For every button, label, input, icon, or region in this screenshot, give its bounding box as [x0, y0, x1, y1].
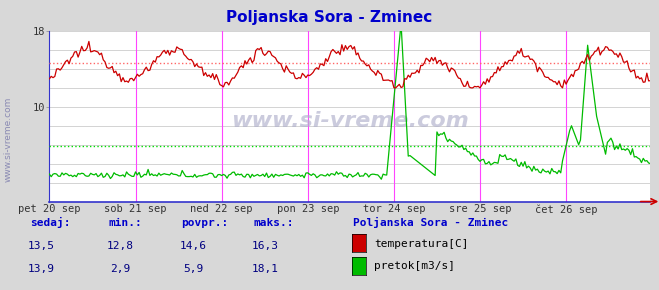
- Text: 16,3: 16,3: [252, 241, 279, 251]
- Text: 5,9: 5,9: [183, 264, 203, 274]
- Text: sedaj:: sedaj:: [30, 217, 70, 228]
- Text: www.si-vreme.com: www.si-vreme.com: [231, 111, 469, 131]
- Text: Poljanska Sora - Zminec: Poljanska Sora - Zminec: [227, 10, 432, 25]
- Text: pretok[m3/s]: pretok[m3/s]: [374, 261, 455, 271]
- Text: 2,9: 2,9: [111, 264, 130, 274]
- Text: 12,8: 12,8: [107, 241, 134, 251]
- Text: 14,6: 14,6: [180, 241, 206, 251]
- Text: www.si-vreme.com: www.si-vreme.com: [4, 97, 13, 182]
- Text: min.:: min.:: [109, 218, 142, 228]
- Text: 18,1: 18,1: [252, 264, 279, 274]
- Text: temperatura[C]: temperatura[C]: [374, 239, 469, 249]
- Text: Poljanska Sora - Zminec: Poljanska Sora - Zminec: [353, 217, 508, 228]
- Text: maks.:: maks.:: [254, 218, 294, 228]
- Text: povpr.:: povpr.:: [181, 218, 229, 228]
- Text: 13,9: 13,9: [28, 264, 55, 274]
- Text: 13,5: 13,5: [28, 241, 55, 251]
